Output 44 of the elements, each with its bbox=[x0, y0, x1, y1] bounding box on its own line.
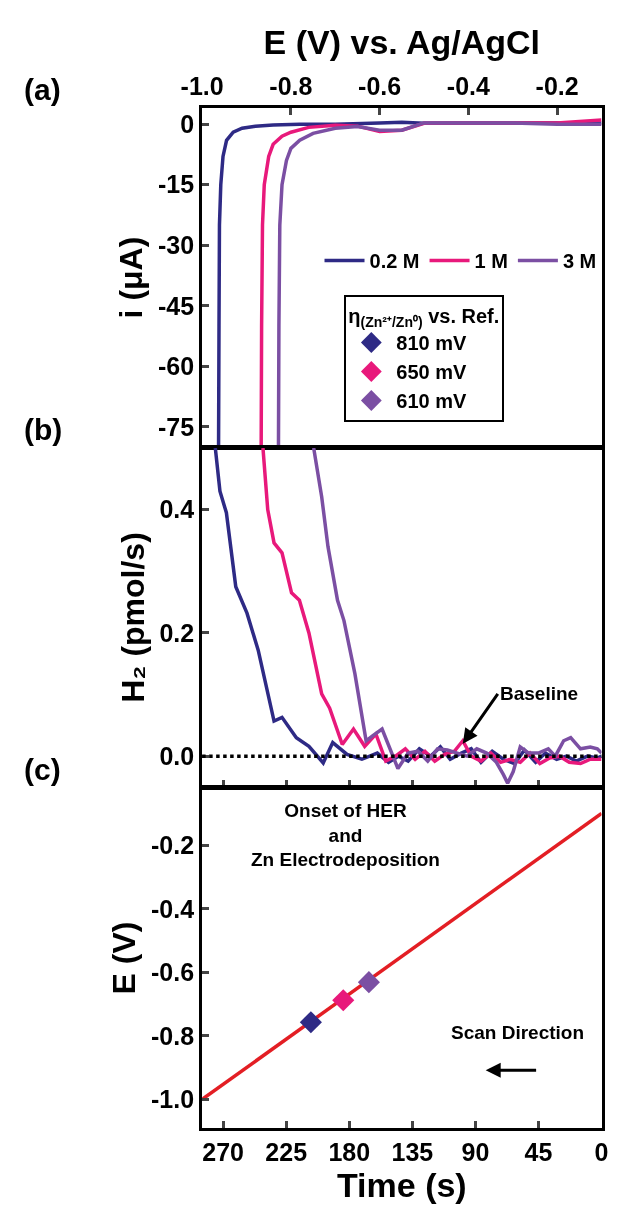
text: (a) bbox=[24, 73, 61, 106]
y-axis-title: E (V) bbox=[106, 921, 143, 995]
legend-label: 610 mV bbox=[396, 390, 468, 413]
y-tick-label: 0.4 bbox=[159, 495, 195, 524]
legend-label: 1 M bbox=[474, 250, 508, 273]
x-tick-label: 0 bbox=[594, 1138, 609, 1166]
y-tick-label: -15 bbox=[158, 170, 195, 199]
annotation: Scan Direction bbox=[451, 1022, 585, 1043]
x-tick-label: 270 bbox=[202, 1138, 245, 1166]
annotation: Baseline bbox=[500, 683, 579, 704]
x-tick-label: -0.4 bbox=[446, 72, 491, 100]
annotation: Onset of HER and Zn Electrodeposition bbox=[251, 800, 440, 871]
x-tick-label: 135 bbox=[391, 1138, 434, 1166]
x-tick-label: 45 bbox=[524, 1138, 553, 1166]
x-tick-label: 90 bbox=[461, 1138, 490, 1166]
x-axis-title: E (V) vs. Ag/AgCl bbox=[263, 22, 541, 61]
y-tick-label: -60 bbox=[158, 352, 195, 381]
x-tick-label: -0.6 bbox=[358, 72, 402, 100]
x-axis-title: Time (s) bbox=[336, 1166, 467, 1204]
y-tick-label: 0 bbox=[180, 109, 195, 138]
x-tick-label: -1.0 bbox=[180, 72, 224, 100]
legend-label: 810 mV bbox=[396, 332, 468, 355]
y-axis-title: H₂ (pmol/s) bbox=[114, 532, 151, 703]
y-tick-label: -0.2 bbox=[151, 830, 195, 859]
legend-title: η$_{(Zn²⁺/Zn⁰)}$ vs. Ref. bbox=[348, 305, 500, 331]
x-tick-label: -0.8 bbox=[269, 72, 313, 100]
y-tick-label: -75 bbox=[158, 412, 195, 441]
x-tick-label: -0.2 bbox=[535, 72, 579, 100]
text: (b) bbox=[24, 413, 63, 446]
y-tick-label: -0.6 bbox=[151, 958, 195, 987]
text: (c) bbox=[24, 753, 61, 786]
legend-label: 0.2 M bbox=[369, 250, 420, 273]
y-tick-label: -30 bbox=[158, 230, 195, 259]
y-tick-label: -45 bbox=[158, 291, 195, 320]
y-tick-label: 0.2 bbox=[159, 618, 195, 647]
x-tick-label: 225 bbox=[265, 1138, 308, 1166]
y-tick-label: -1.0 bbox=[151, 1085, 195, 1114]
y-tick-label: -0.8 bbox=[151, 1021, 195, 1050]
y-tick-label: 0.0 bbox=[159, 741, 195, 770]
y-axis-title: i (μA) bbox=[113, 236, 150, 319]
y-tick-label: -0.4 bbox=[151, 894, 195, 923]
legend-label: 3 M bbox=[562, 250, 597, 273]
legend-label: 650 mV bbox=[396, 361, 468, 384]
x-tick-label: 180 bbox=[328, 1138, 371, 1166]
